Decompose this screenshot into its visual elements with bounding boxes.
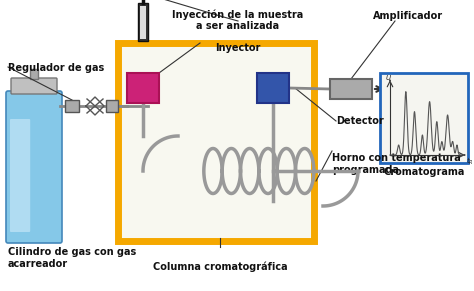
- Bar: [140, 6, 146, 39]
- Text: Horno con temperatura
programada: Horno con temperatura programada: [332, 153, 461, 175]
- Text: Inyección de la muestra
a ser analizada: Inyección de la muestra a ser analizada: [173, 9, 304, 31]
- FancyBboxPatch shape: [6, 91, 62, 243]
- Bar: [380, 73, 468, 163]
- Bar: [118, 43, 314, 241]
- Text: Amplificador: Amplificador: [373, 11, 443, 21]
- Text: $t_R$: $t_R$: [466, 156, 474, 167]
- Bar: [127, 73, 159, 103]
- Text: Inyector: Inyector: [215, 43, 261, 53]
- Text: Cromatograma: Cromatograma: [383, 167, 465, 177]
- FancyBboxPatch shape: [11, 78, 57, 94]
- Bar: [257, 73, 289, 103]
- Text: Detector: Detector: [336, 116, 384, 126]
- Bar: [65, 100, 79, 112]
- Text: Columna cromatográfica: Columna cromatográfica: [153, 261, 287, 272]
- Bar: [330, 79, 372, 99]
- Text: Cilindro de gas con gas
acarreador: Cilindro de gas con gas acarreador: [8, 247, 136, 269]
- Bar: [30, 69, 38, 79]
- Bar: [138, 3, 148, 41]
- Text: U: U: [385, 75, 391, 81]
- Text: Regulador de gas: Regulador de gas: [8, 63, 104, 73]
- FancyBboxPatch shape: [10, 119, 30, 232]
- Bar: [106, 100, 118, 112]
